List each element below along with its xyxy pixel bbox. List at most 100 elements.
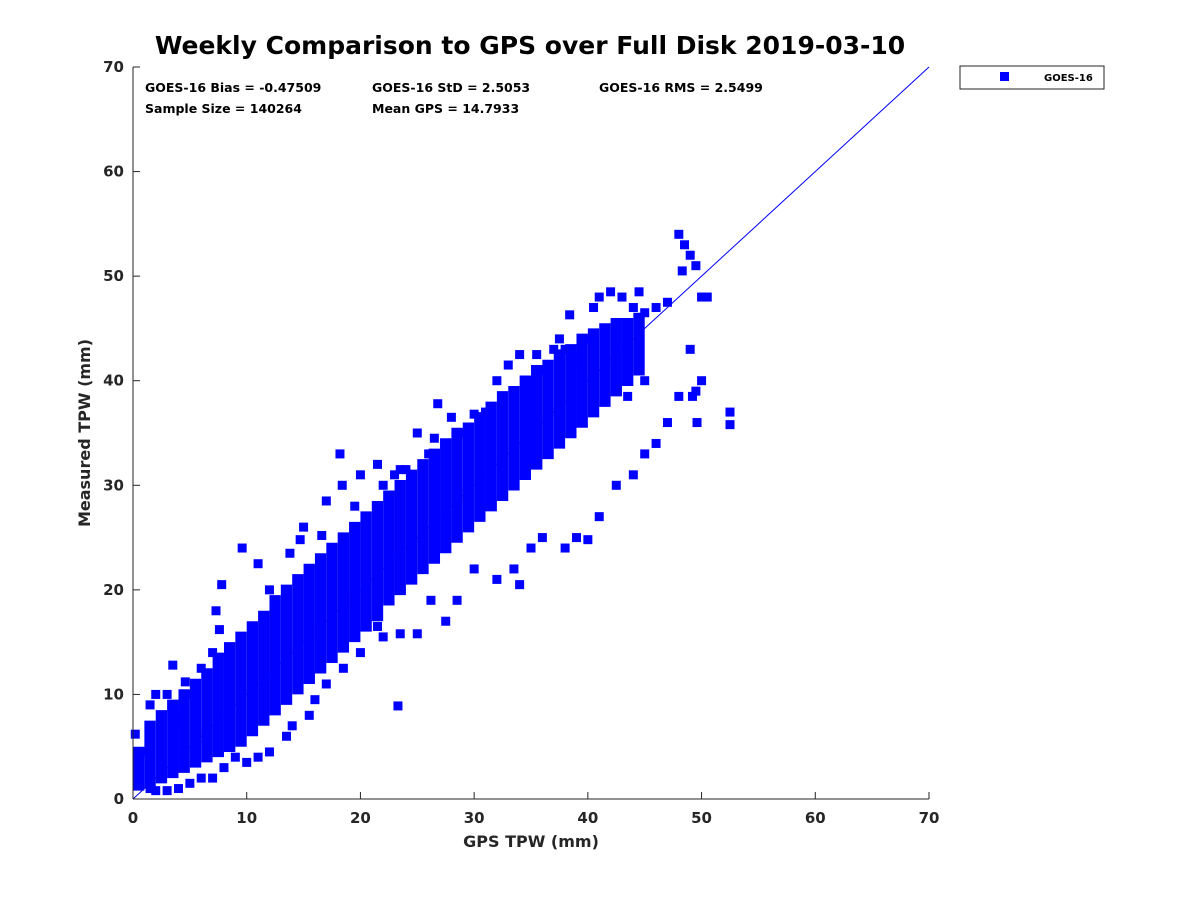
data-point: [282, 731, 292, 741]
point-cluster: [428, 448, 441, 564]
data-point: [554, 334, 564, 344]
data-point: [526, 543, 536, 553]
point-cluster: [246, 621, 259, 737]
point-cluster: [258, 610, 270, 726]
data-point: [492, 376, 502, 386]
point-cluster: [360, 511, 372, 632]
x-tick-label: 30: [464, 809, 485, 827]
data-point: [145, 700, 155, 710]
point-cluster: [280, 584, 293, 705]
data-point: [208, 773, 218, 783]
x-axis-ticks: 0 10 20 30 40 50 60 70: [128, 792, 939, 827]
data-point: [452, 595, 462, 605]
point-cluster: [223, 642, 236, 752]
data-point: [412, 629, 422, 639]
data-point: [515, 350, 525, 360]
point-cluster: [235, 631, 247, 747]
point-cluster: [212, 652, 224, 758]
data-point: [458, 428, 468, 438]
data-point: [180, 677, 190, 687]
data-point: [378, 632, 388, 642]
data-point: [662, 297, 672, 307]
data-point: [242, 757, 252, 767]
data-point: [628, 470, 638, 480]
stat-bias: GOES-16 Bias = -0.47509: [145, 80, 321, 95]
data-point: [725, 407, 735, 417]
x-tick-label: 60: [805, 809, 826, 827]
data-point: [492, 574, 502, 584]
data-point: [623, 391, 633, 401]
data-point: [253, 752, 263, 762]
stat-std: GOES-16 StD = 2.5053: [372, 80, 530, 95]
data-point: [537, 533, 547, 543]
y-tick-label: 40: [103, 372, 124, 390]
point-cluster: [531, 365, 543, 470]
data-point: [560, 543, 570, 553]
data-point: [469, 409, 479, 419]
data-point: [583, 334, 593, 344]
data-point: [640, 376, 650, 386]
data-point: [691, 261, 701, 271]
data-point: [640, 308, 650, 318]
data-point: [208, 648, 218, 658]
data-point: [594, 292, 604, 302]
data-point: [151, 786, 161, 796]
data-point: [441, 616, 451, 626]
data-point: [390, 470, 400, 480]
point-cluster: [201, 668, 213, 763]
data-point: [287, 721, 297, 731]
data-point: [634, 287, 644, 297]
data-point: [133, 754, 143, 764]
data-point: [651, 303, 661, 313]
data-point: [350, 501, 360, 511]
statistics-annotations: GOES-16 Bias = -0.47509 GOES-16 StD = 2.…: [145, 80, 763, 116]
point-cluster: [292, 574, 304, 695]
data-point: [355, 470, 365, 480]
point-cluster: [508, 385, 520, 491]
point-cluster: [269, 595, 281, 716]
data-point: [674, 391, 684, 401]
data-point: [589, 303, 599, 313]
data-point: [611, 480, 621, 490]
data-point: [196, 663, 206, 673]
point-cluster: [462, 422, 475, 533]
data-point: [139, 747, 149, 757]
data-point: [662, 418, 672, 428]
point-cluster: [576, 333, 588, 428]
data-point: [395, 629, 405, 639]
y-tick-label: 20: [103, 581, 124, 599]
data-point: [503, 360, 513, 370]
data-point: [617, 292, 627, 302]
data-point: [537, 365, 547, 375]
y-tick-label: 0: [114, 790, 124, 808]
data-point: [337, 480, 347, 490]
chart-title: Weekly Comparison to GPS over Full Disk …: [155, 31, 905, 60]
data-point: [549, 344, 559, 354]
data-point: [426, 595, 436, 605]
point-cluster: [144, 720, 156, 789]
data-point: [685, 250, 695, 260]
data-point: [651, 438, 661, 448]
point-cluster: [553, 349, 566, 449]
data-point: [697, 292, 707, 302]
legend-marker: [1000, 72, 1009, 81]
legend-label: GOES-16: [1044, 73, 1093, 84]
x-tick-label: 20: [350, 809, 371, 827]
y-axis-ticks: 0 10 20 30 40 50 60 70: [103, 58, 140, 808]
data-points: [130, 229, 735, 796]
point-cluster: [610, 317, 622, 397]
legend-box: [959, 65, 1105, 90]
data-point: [295, 535, 305, 545]
data-point: [571, 533, 581, 543]
data-point: [253, 559, 263, 569]
data-point: [355, 648, 365, 658]
point-cluster: [337, 532, 350, 653]
data-point: [628, 303, 638, 313]
data-point: [151, 689, 161, 699]
x-tick-label: 10: [236, 809, 257, 827]
data-point: [481, 407, 491, 417]
data-point: [185, 689, 195, 699]
data-point: [173, 716, 183, 726]
data-point: [299, 522, 309, 532]
